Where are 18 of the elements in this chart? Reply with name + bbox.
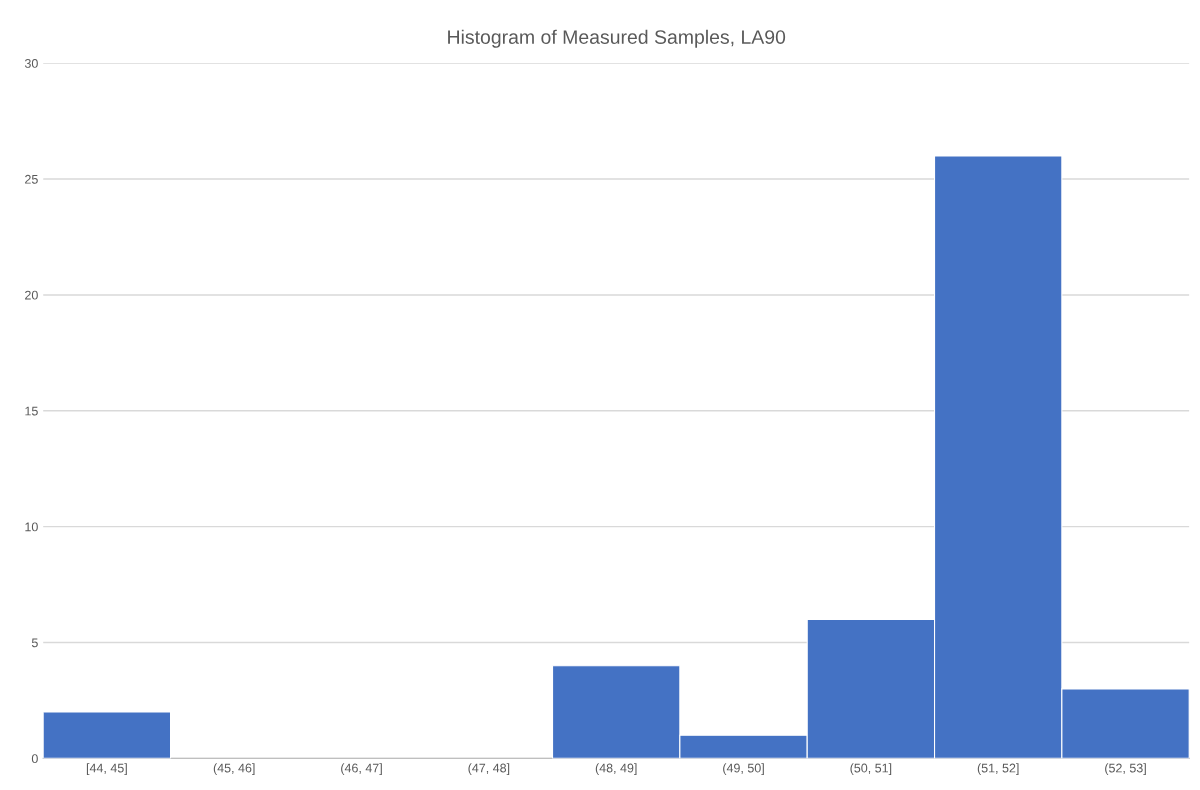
- x-tick-label: (52, 53]: [1105, 763, 1146, 775]
- x-tick-label: (51, 52]: [977, 763, 1019, 775]
- x-tick-label: (50, 51]: [850, 763, 892, 775]
- y-tick-label: 25: [25, 174, 38, 184]
- x-tick-label: (47, 48]: [468, 763, 510, 775]
- y-tick-label: 5: [31, 638, 38, 648]
- x-tick-label: (49, 50]: [723, 763, 764, 775]
- chart-title: Histogram of Measured Samples, LA90: [448, 29, 786, 48]
- y-tick-label: 0: [31, 754, 38, 764]
- y-tick-label: 15: [25, 406, 38, 416]
- x-tick-label: (45, 46]: [213, 763, 255, 775]
- x-tick-label: (48, 49]: [595, 763, 637, 775]
- x-tick-label: [44, 45]: [86, 763, 127, 775]
- y-tick-label: 20: [25, 290, 38, 300]
- x-tick-label: (46, 47]: [341, 763, 382, 775]
- bar: [43, 711, 172, 759]
- y-tick-label: 10: [25, 522, 38, 532]
- y-tick-label: 30: [24, 59, 38, 68]
